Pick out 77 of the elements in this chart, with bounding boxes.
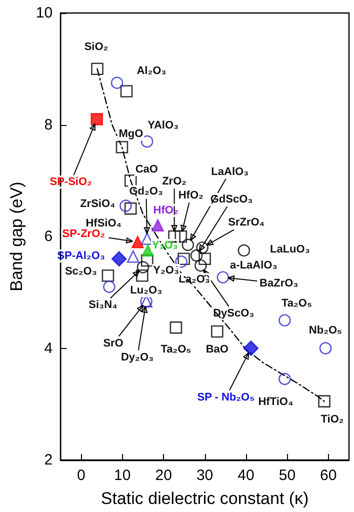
point bbox=[216, 271, 230, 284]
y-tick-label: 2 bbox=[44, 452, 53, 468]
point bbox=[120, 200, 132, 212]
x-axis-title: Static dielectric constant (κ) bbox=[100, 489, 309, 508]
x-tick-label: 40 bbox=[238, 467, 254, 484]
point bbox=[103, 280, 116, 293]
annotation: Ta₂O₅ bbox=[281, 297, 312, 310]
point bbox=[120, 85, 133, 98]
y-tick-label: 8 bbox=[44, 116, 53, 134]
point bbox=[152, 219, 164, 232]
point bbox=[126, 250, 140, 263]
point bbox=[90, 113, 103, 126]
annotation: Nb₂O₅ bbox=[308, 324, 342, 336]
y-tick-label: 6 bbox=[44, 228, 53, 245]
point bbox=[116, 140, 128, 154]
annotation: HfTiO₄ bbox=[258, 396, 294, 408]
x-tick-label: 50 bbox=[278, 467, 296, 484]
point bbox=[178, 252, 190, 265]
point bbox=[318, 395, 330, 408]
point bbox=[170, 321, 182, 334]
annotation: La₂O₃ bbox=[178, 274, 210, 286]
y-tick-label: 10 bbox=[36, 4, 53, 22]
annotation: LaLuO₃ bbox=[270, 243, 310, 256]
annotation: Y₂O₃ bbox=[152, 239, 178, 252]
point bbox=[102, 269, 114, 282]
annotation: Lu₂O₃ bbox=[130, 284, 162, 297]
x-tick-label: 60 bbox=[320, 467, 337, 484]
annotation: Sc₂O₃ bbox=[64, 266, 97, 278]
point bbox=[198, 252, 211, 265]
annotation: Si₃N₄ bbox=[88, 299, 118, 312]
point bbox=[136, 269, 148, 282]
x-tick-label: 30 bbox=[196, 467, 214, 484]
annotation: SrZrO₄ bbox=[228, 216, 265, 229]
point bbox=[91, 62, 104, 76]
x-tick-label: 20 bbox=[155, 467, 172, 484]
point bbox=[136, 261, 150, 274]
annotation: SiO₂ bbox=[84, 40, 108, 53]
annotation: Ta₂O₅ bbox=[160, 344, 192, 356]
annotation: BaZrO₃ bbox=[260, 277, 298, 290]
annotation: ZrSiO₄ bbox=[80, 198, 116, 210]
annotation: ZrO₂ bbox=[162, 176, 187, 188]
annotation: Y₂O₃ bbox=[153, 264, 180, 277]
y-tick-label: 4 bbox=[44, 340, 53, 357]
point bbox=[194, 259, 207, 272]
point bbox=[124, 202, 137, 215]
point bbox=[319, 342, 332, 354]
x-tick-label: 0 bbox=[77, 467, 86, 484]
point bbox=[140, 232, 154, 245]
point bbox=[140, 254, 154, 267]
annotation: DyScO₃ bbox=[213, 308, 254, 320]
point bbox=[131, 236, 144, 248]
annotation: SrO bbox=[103, 337, 124, 350]
annotation: Al₂O₃ bbox=[136, 65, 166, 78]
x-tick-label: 10 bbox=[114, 467, 131, 484]
point bbox=[238, 244, 250, 257]
y-axis-title: Band gap (eV) bbox=[7, 182, 26, 292]
annotation: SP-ZrO₂ bbox=[62, 228, 106, 240]
point bbox=[211, 325, 224, 338]
annotation: MgO bbox=[118, 128, 144, 140]
point bbox=[243, 340, 259, 356]
annotation: LaAlO₃ bbox=[211, 166, 249, 178]
point bbox=[278, 314, 291, 326]
annotation: a-LaAlO₃ bbox=[230, 260, 278, 272]
annotation: BaO bbox=[206, 343, 229, 356]
point bbox=[111, 251, 127, 266]
annotation: HfSiO₄ bbox=[86, 218, 122, 230]
annotation: Gd₂O₃ bbox=[129, 186, 164, 198]
point bbox=[278, 372, 291, 386]
point bbox=[110, 76, 124, 89]
annotation: CaO bbox=[135, 164, 158, 176]
annotation: Dy₂O₃ bbox=[120, 351, 154, 364]
annotation: TiO₂ bbox=[320, 413, 344, 426]
point bbox=[182, 238, 194, 252]
point bbox=[190, 249, 203, 262]
annotation: HfO₂ bbox=[178, 190, 204, 202]
annotation: SP - Nb₂O₅ bbox=[197, 391, 255, 404]
annotation: YAlO₃ bbox=[148, 120, 179, 132]
